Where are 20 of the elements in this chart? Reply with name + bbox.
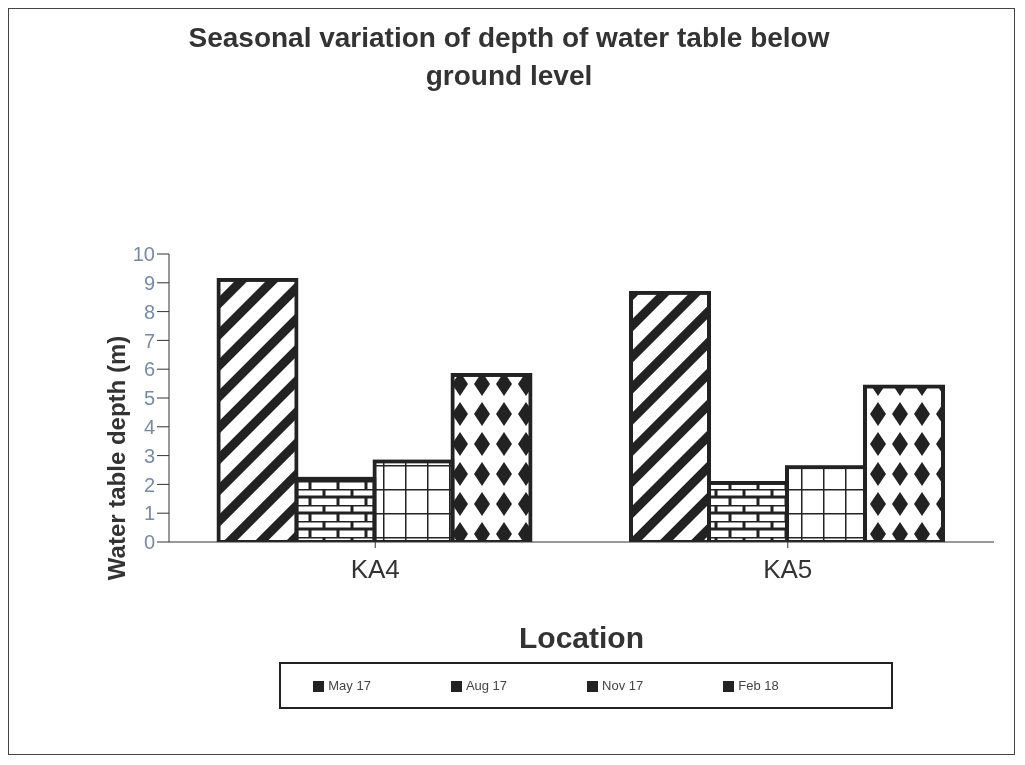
y-tick-label: 4 — [143, 415, 155, 438]
legend-label: Nov 17 — [602, 678, 644, 693]
y-tick-label: 9 — [143, 271, 155, 294]
y-axis-title: Water table depth (m) — [102, 335, 130, 581]
y-tick-label: 6 — [143, 358, 155, 381]
x-tick-label: KA4 — [350, 554, 400, 585]
x-tick-label: KA5 — [763, 554, 813, 585]
y-tick-label: 2 — [143, 473, 155, 496]
y-tick-label: 7 — [143, 329, 155, 352]
y-tick-label: 8 — [143, 300, 155, 323]
chart-title: Seasonal variation of depth of water table below ground level — [187, 21, 831, 93]
legend-label: Aug 17 — [465, 678, 508, 693]
legend-label: Feb 18 — [738, 678, 779, 693]
y-tick-label: 1 — [143, 502, 155, 525]
legend-label: May 17 — [328, 678, 371, 693]
x-axis-title: Location — [519, 621, 644, 655]
y-tick-label: 10 — [132, 243, 155, 266]
y-tick-label: 0 — [143, 531, 155, 554]
y-tick-label: 5 — [143, 387, 155, 410]
y-tick-label: 3 — [143, 444, 155, 467]
